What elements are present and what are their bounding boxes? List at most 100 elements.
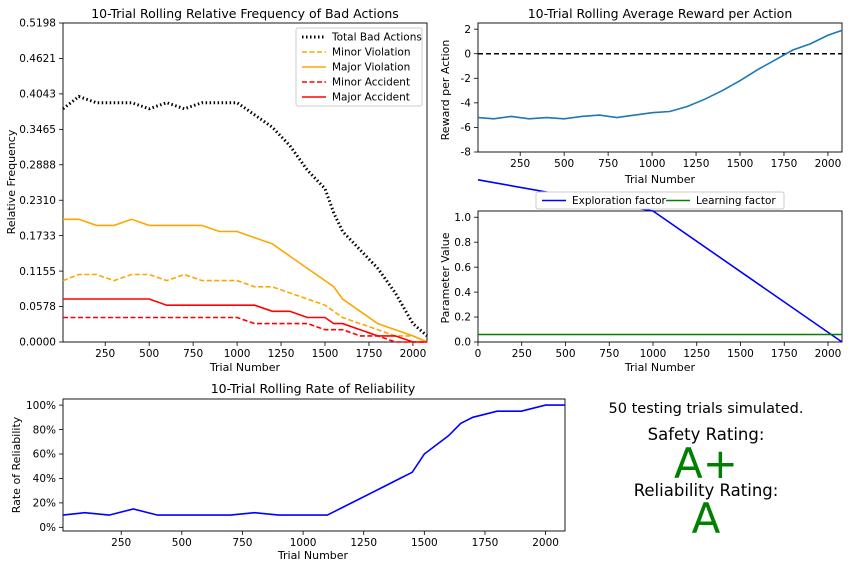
- y-tick-label: 0.4043: [19, 89, 56, 101]
- legend-label: Major Violation: [332, 62, 410, 74]
- y-tick-label: 0.3465: [19, 124, 56, 136]
- x-tick-label: 2000: [400, 348, 427, 360]
- series-line-series-0: [477, 29, 843, 120]
- x-tick-label: 1500: [727, 158, 754, 170]
- plot-frame: [477, 22, 843, 153]
- x-tick-label: 1250: [683, 348, 710, 360]
- x-tick-label: 1500: [411, 537, 438, 549]
- reward-ylabel: Reward per Action: [439, 40, 452, 141]
- trials-text: 50 testing trials simulated.: [609, 401, 804, 417]
- y-tick-label: 0: [464, 48, 471, 60]
- legend-label: Minor Accident: [332, 77, 410, 89]
- x-tick-label: 1750: [771, 348, 798, 360]
- y-tick-label: 0.5198: [19, 18, 56, 30]
- reliability-xlabel: Trial Number: [277, 549, 349, 562]
- x-tick-label: 500: [555, 348, 575, 360]
- x-tick-label: 1500: [727, 348, 754, 360]
- y-tick-label: -6: [461, 122, 472, 134]
- reward-title: 10-Trial Rolling Average Reward per Acti…: [528, 6, 793, 21]
- legend-label: Minor Violation: [332, 47, 410, 59]
- legend-label: Major Accident: [332, 92, 410, 104]
- y-tick-label: -8: [461, 147, 471, 159]
- x-tick-label: 500: [139, 348, 159, 360]
- legend-box: [295, 27, 423, 107]
- y-tick-label: 80%: [33, 424, 56, 436]
- y-tick-label: 0.0578: [19, 301, 56, 313]
- bad-actions-ylabel: Relative Frequency: [5, 129, 18, 234]
- reliability-ylabel: Rate of Reliability: [10, 416, 23, 513]
- y-tick-label: 0.2310: [19, 195, 56, 207]
- x-tick-label: 1500: [312, 348, 339, 360]
- x-tick-label: 1250: [268, 348, 295, 360]
- parameters-xlabel: Trial Number: [624, 361, 696, 374]
- y-tick-label: 2: [464, 24, 471, 36]
- x-tick-label: 2000: [532, 537, 559, 549]
- series-line-major-accident: [63, 298, 427, 343]
- plot-frame: [477, 210, 843, 343]
- x-tick-label: 250: [512, 348, 532, 360]
- x-tick-label: 1750: [356, 348, 383, 360]
- y-tick-label: 0.6: [454, 262, 471, 274]
- x-tick-label: 750: [183, 348, 203, 360]
- x-tick-label: 1250: [350, 537, 377, 549]
- y-tick-label: 0.1155: [19, 266, 56, 278]
- y-tick-label: 100%: [26, 400, 56, 412]
- x-tick-label: 250: [95, 348, 115, 360]
- plot-frame: [62, 398, 566, 532]
- series-line-total-bad-actions: [62, 94, 428, 338]
- summary-panel: 50 testing trials simulated. Safety Rati…: [609, 401, 804, 543]
- y-tick-label: 0.4: [454, 287, 471, 299]
- reliability-title: 10-Trial Rolling Rate of Reliability: [211, 381, 416, 396]
- x-tick-label: 500: [554, 158, 574, 170]
- x-tick-label: 250: [111, 537, 131, 549]
- x-tick-label: 1750: [771, 158, 798, 170]
- y-tick-label: 20%: [33, 498, 56, 510]
- x-tick-label: 1750: [472, 537, 499, 549]
- x-tick-label: 1000: [290, 537, 317, 549]
- series-line-exploration-factor: [477, 179, 843, 343]
- y-tick-label: 60%: [33, 449, 56, 461]
- x-tick-label: 2000: [815, 158, 842, 170]
- reward-xlabel: Trial Number: [624, 173, 696, 186]
- y-tick-label: 0.4621: [19, 53, 56, 65]
- x-tick-label: 1000: [640, 348, 667, 360]
- bad-actions-xlabel: Trial Number: [209, 361, 281, 374]
- bad-actions-chart: 10-Trial Rolling Relative Frequency of B…: [5, 6, 428, 374]
- reliability-grade: A: [692, 494, 721, 543]
- safety-grade: A+: [674, 439, 738, 488]
- x-tick-label: 250: [510, 158, 530, 170]
- parameters-ylabel: Parameter Value: [439, 232, 452, 323]
- x-tick-label: 1000: [639, 158, 666, 170]
- bad-actions-title: 10-Trial Rolling Relative Frequency of B…: [91, 6, 399, 21]
- y-tick-label: 0.2888: [19, 159, 56, 171]
- reliability-chart: 10-Trial Rolling Rate of Reliability Tri…: [10, 381, 566, 562]
- series-line-major-violation: [63, 218, 428, 343]
- series-line-series-0: [62, 404, 565, 516]
- y-tick-label: 0.1733: [19, 230, 56, 242]
- legend-label: Exploration factor: [572, 195, 667, 207]
- x-tick-label: 2000: [815, 348, 842, 360]
- y-tick-label: -4: [461, 98, 472, 110]
- parameters-chart: Trial Number Parameter Value 0 250 500 750 1…: [439, 179, 843, 374]
- plot-frame: [62, 22, 428, 343]
- series-line-minor-violation: [62, 273, 428, 343]
- x-tick-label: 0: [475, 348, 482, 360]
- y-tick-label: 40%: [33, 473, 56, 485]
- y-tick-label: 0.0000: [19, 337, 56, 349]
- y-tick-label: 0.0: [454, 337, 471, 349]
- y-tick-label: 0%: [39, 522, 56, 534]
- y-tick-label: 0.2: [454, 312, 471, 324]
- x-tick-label: 500: [172, 537, 192, 549]
- y-tick-label: 0.8: [454, 237, 471, 249]
- y-tick-label: -2: [461, 73, 471, 85]
- x-tick-label: 750: [232, 537, 252, 549]
- legend-label: Total Bad Actions: [331, 32, 422, 44]
- x-tick-label: 1250: [683, 158, 710, 170]
- series-line-minor-accident: [63, 316, 427, 343]
- x-tick-label: 1000: [224, 348, 251, 360]
- x-tick-label: 750: [599, 348, 619, 360]
- legend-box: [535, 191, 785, 210]
- x-tick-label: 750: [598, 158, 618, 170]
- legend-label: Learning factor: [696, 195, 776, 207]
